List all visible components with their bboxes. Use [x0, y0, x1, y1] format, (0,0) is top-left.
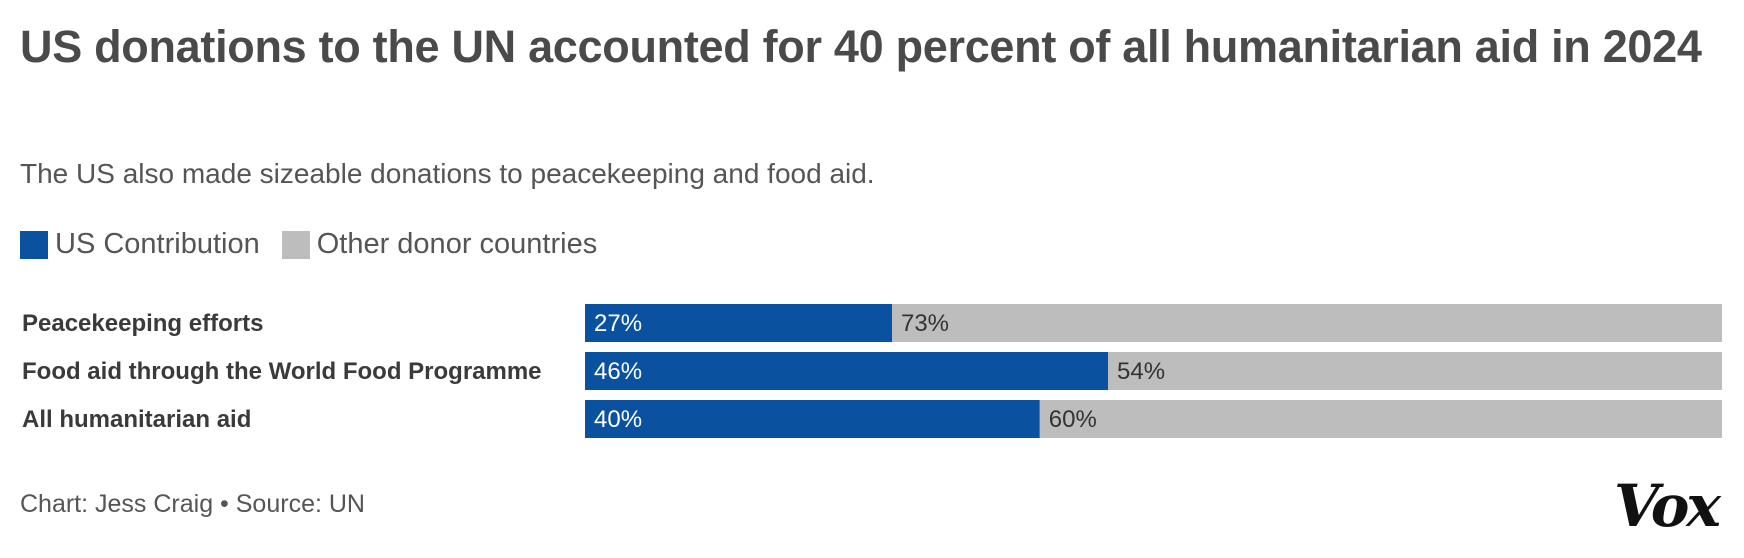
bar-other-all-humanitarian-aid: [1039, 400, 1722, 438]
category-label-food-aid-through-the-world-food-programme: Food aid through the World Food Programm…: [22, 358, 542, 385]
data-label-other-food-aid-through-the-world-food-programme: 54%: [1117, 358, 1165, 385]
data-label-us-peacekeeping-efforts: 27%: [594, 310, 642, 337]
chart-subtitle: The US also made sizeable donations to p…: [20, 158, 875, 189]
bar-us-food-aid-through-the-world-food-programme: [585, 352, 1109, 390]
legend-swatch-other: [281, 230, 310, 259]
legend-item-us: US Contribution: [20, 228, 260, 261]
data-label-other-peacekeeping-efforts: 73%: [901, 310, 949, 337]
chart-title: US donations to the UN accounted for 40 …: [20, 21, 1702, 72]
legend-label-us: US Contribution: [55, 228, 260, 260]
legend: US Contribution Other donor countries: [20, 228, 619, 261]
legend-swatch-us: [20, 230, 48, 259]
bar-other-peacekeeping-efforts: [891, 304, 1722, 342]
data-label-us-all-humanitarian-aid: 40%: [594, 406, 642, 433]
category-label-peacekeeping-efforts: Peacekeeping efforts: [22, 310, 263, 337]
bar-us-peacekeeping-efforts: [585, 304, 892, 342]
bar-chart: Peacekeeping efforts 27% 73% Food aid throu…: [22, 304, 1722, 438]
data-label-us-food-aid-through-the-world-food-programme: 46%: [594, 358, 642, 385]
bar-other-food-aid-through-the-world-food-programme: [1108, 352, 1722, 390]
vox-logo: Vox: [1614, 472, 1721, 540]
legend-label-other: Other donor countries: [316, 228, 598, 260]
category-label-all-humanitarian-aid: All humanitarian aid: [22, 406, 251, 433]
data-label-other-all-humanitarian-aid: 60%: [1049, 406, 1097, 433]
chart-credit: Chart: Jess Craig • Source: UN: [20, 490, 365, 518]
legend-item-other: Other donor countries: [281, 228, 598, 261]
bar-us-all-humanitarian-aid: [585, 400, 1040, 438]
